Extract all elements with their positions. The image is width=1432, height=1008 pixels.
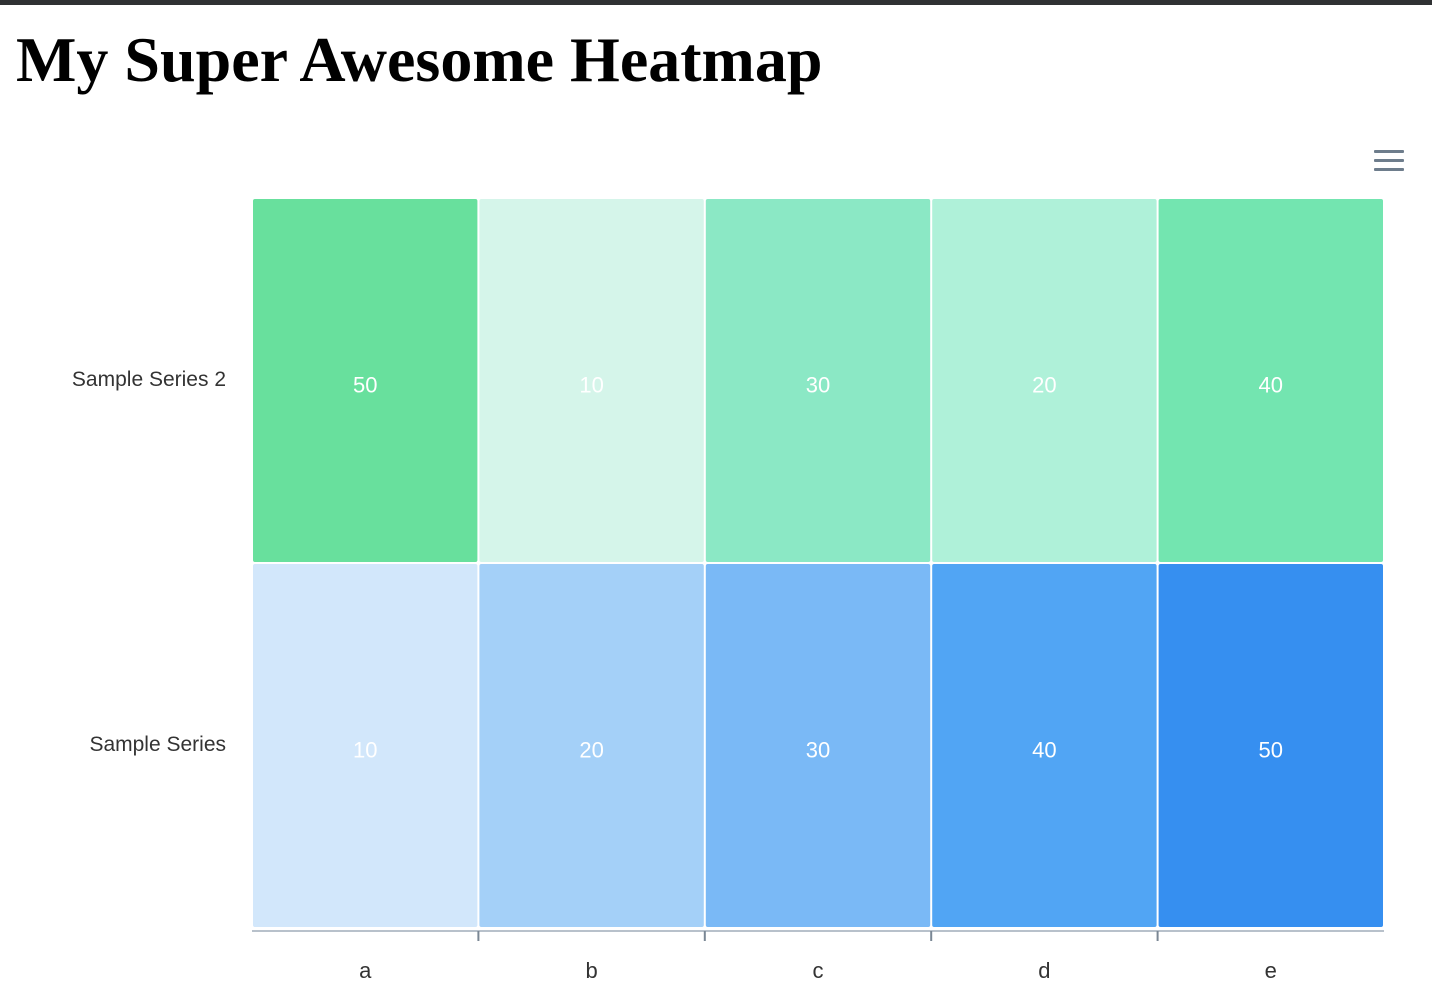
heatmap-cell-label: 50 [1259,737,1283,762]
x-axis-tick-label: a [359,958,372,983]
x-axis-tick-label: e [1265,958,1277,983]
page-title: My Super Awesome Heatmap [16,24,823,95]
heatmap-cell-label: 40 [1259,372,1283,397]
heatmap-cell[interactable] [253,564,478,927]
heatmap-cell-label: 20 [579,737,603,762]
x-axis-tick-label: b [585,958,597,983]
heatmap-cell[interactable] [932,199,1157,562]
heatmap-cell-label: 40 [1032,737,1056,762]
heatmap-cell[interactable] [705,564,931,927]
heatmap-cell[interactable] [253,199,478,562]
heatmap-cell[interactable] [705,199,931,562]
hamburger-menu-icon [1374,150,1404,153]
heatmap-cell-label: 30 [806,737,830,762]
heatmap-cell[interactable] [932,564,1157,927]
heatmap-cell-label: 50 [353,372,377,397]
heatmap-cell[interactable] [1158,199,1383,562]
heatmap-cell-label: 10 [579,372,603,397]
heatmap-cell[interactable] [1158,564,1383,927]
x-axis-tick-label: d [1038,958,1050,983]
top-border [0,0,1432,5]
heatmap-cell-label: 30 [806,372,830,397]
heatmap-cell-label: 20 [1032,372,1056,397]
heatmap-cell[interactable] [479,564,704,927]
x-axis-tick-label: c [813,958,824,983]
y-axis-label: Sample Series [89,733,226,756]
heatmap-cell[interactable] [479,199,704,562]
chart-menu-button[interactable] [1370,146,1408,178]
heatmap-cell-label: 10 [353,737,377,762]
y-axis-label: Sample Series 2 [72,368,226,391]
